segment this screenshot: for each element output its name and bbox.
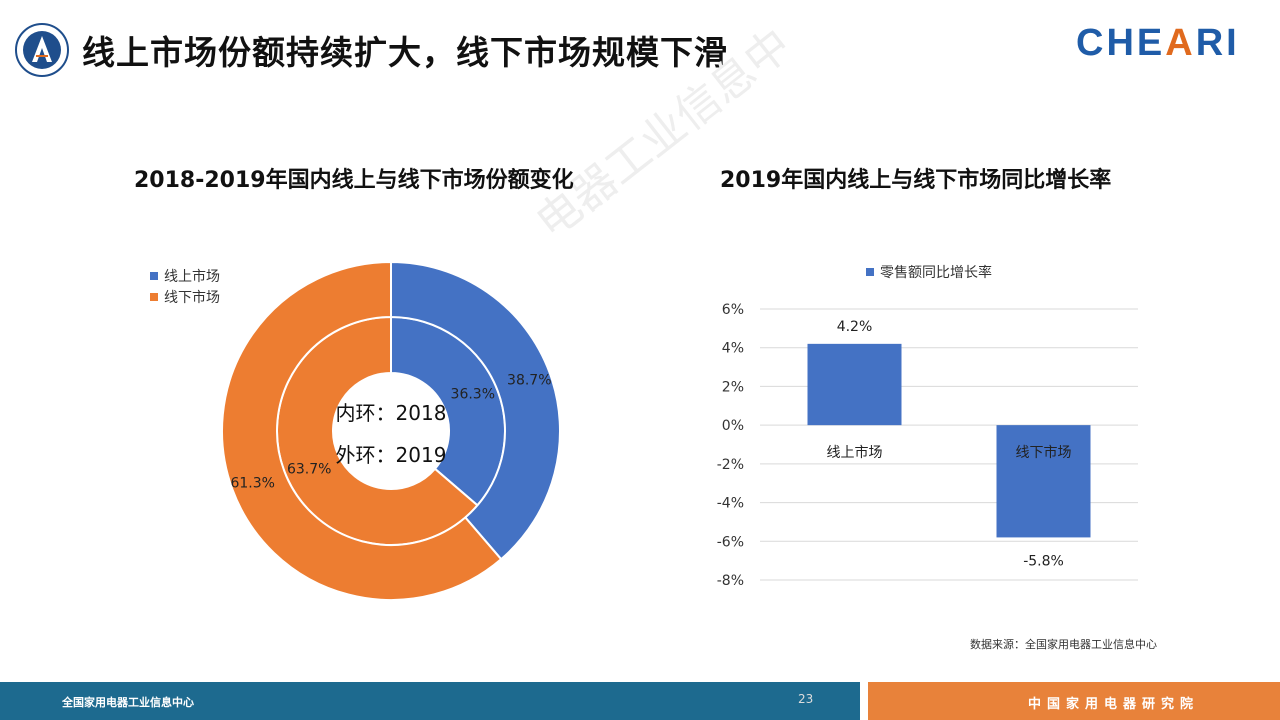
bar-legend-label: 零售额同比增长率 [880, 264, 992, 281]
cheari-logo: CHEARI [1076, 22, 1240, 64]
bar-category-label-1: 线下市场 [1016, 444, 1072, 461]
doughnut-inner-label-1: 63.7% [287, 462, 331, 478]
bar-1 [996, 425, 1091, 538]
doughnut-legend-swatch-1 [150, 293, 158, 301]
source-note: 数据来源：全国家用电器工业信息中心 [970, 638, 1157, 651]
doughnut-legend-swatch-0 [150, 272, 158, 280]
doughnut-outer-slice-1 [221, 260, 503, 601]
bar-value-label-1: -5.8% [1023, 553, 1064, 569]
header: 线上市场份额持续扩大，线下市场规模下滑 CHEARI [0, 0, 1280, 100]
bar-ytick-6: -6% [717, 534, 744, 550]
bar-ytick-5: -4% [717, 496, 744, 512]
footer-org-name: 全国家用电器工业信息中心 [62, 696, 194, 709]
page-number: 23 [798, 692, 814, 706]
bar-ytick-7: -8% [717, 573, 744, 589]
bar-value-label-0: 4.2% [837, 319, 873, 335]
doughnut-outer-label-1: 61.3% [230, 475, 274, 491]
footer-institute-name: 中国家用电器研究院 [1028, 697, 1200, 712]
bar-ytick-1: 4% [722, 341, 744, 357]
footer-bar-right [868, 682, 1280, 720]
doughnut-center-label-1: 外环：2019 [336, 443, 447, 467]
bar-ytick-0: 6% [722, 302, 744, 318]
bar-chart-title: 2019年国内线上与线下市场同比增长率 [720, 168, 1112, 193]
bar-ytick-2: 2% [722, 379, 744, 395]
bar-0 [807, 343, 902, 426]
bar-category-label-0: 线上市场 [827, 444, 883, 461]
doughnut-outer-label-0: 38.7% [507, 373, 551, 389]
doughnut-legend-label-0: 线上市场 [164, 268, 220, 285]
doughnut-outer-slice-0 [390, 260, 561, 561]
bar-ytick-4: -2% [717, 457, 744, 473]
bar-legend-swatch [866, 268, 874, 276]
page-title: 线上市场份额持续扩大，线下市场规模下滑 [82, 33, 728, 72]
doughnut-center-label-0: 内环：2018 [336, 401, 447, 425]
doughnut-legend-label-1: 线下市场 [164, 289, 220, 306]
bar-ytick-3: 0% [722, 418, 744, 434]
shield-logo-icon [15, 23, 69, 77]
doughnut-chart-title: 2018-2019年国内线上与线下市场份额变化 [134, 168, 574, 193]
footer-bar-left [0, 682, 860, 720]
doughnut-inner-label-0: 36.3% [451, 386, 495, 402]
